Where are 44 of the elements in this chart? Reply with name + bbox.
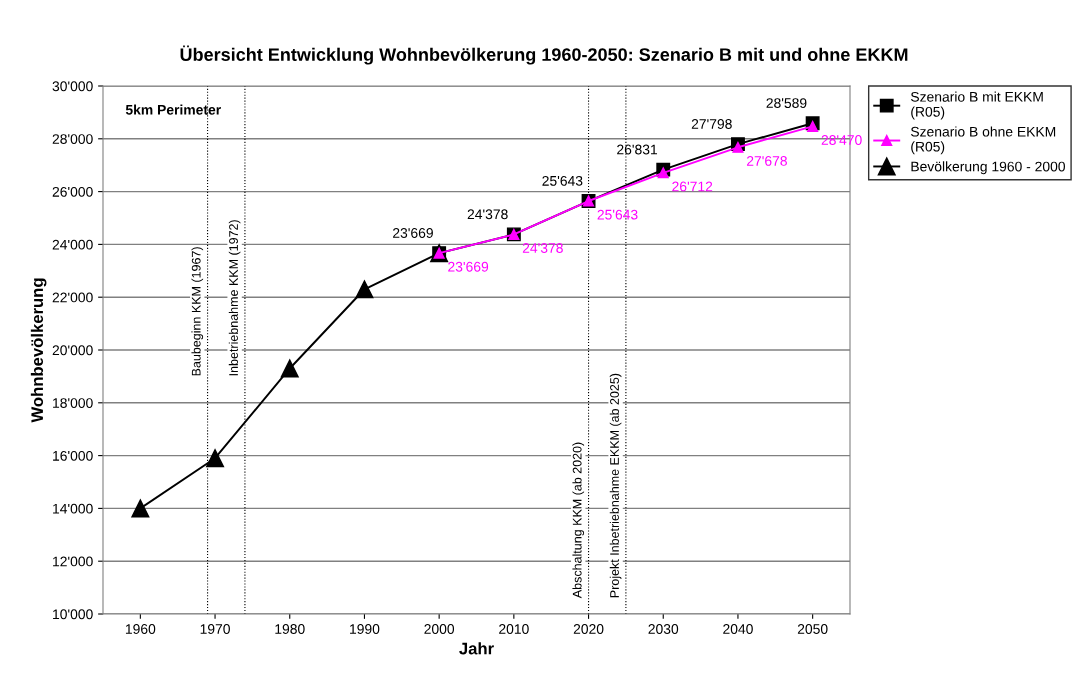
ref-line-label: Inbetriebnahme KKM (1972) [228,220,241,376]
x-tick-label: 2050 [797,624,828,634]
y-tick-label: 12'000 [53,556,93,567]
x-tick-label: 2040 [723,624,753,634]
y-tick-label: 20'000 [52,345,93,356]
data-label: 26'712 [672,181,713,192]
x-tick-label: 2030 [648,624,679,634]
y-tick-label: 18'000 [53,398,93,408]
y-tick-label: 24'000 [52,239,93,250]
data-label: 27'798 [691,119,732,129]
legend-label: Bevölkerung 1960 - 2000 [911,161,1065,175]
ref-line-label: Baubeginn KKM (1967) [191,247,204,376]
y-tick-label: 14'000 [53,503,93,514]
x-tick-label: 2000 [424,624,455,634]
legend-label: Szenario B mit EKKM (R05) [910,91,1043,120]
data-label: 27'678 [746,156,787,166]
data-label: 24'378 [467,209,508,220]
annotation: 5km Perimeter [125,104,221,115]
y-tick-label: 28'000 [52,134,93,144]
y-tick-label: 30'000 [52,81,93,92]
x-tick-label: 1990 [350,624,380,634]
x-tick-label: 1970 [200,624,230,634]
y-tick-label: 10'000 [53,609,93,620]
data-label: 26'831 [617,144,658,155]
data-label: 23'669 [448,261,489,272]
data-label: 25'643 [542,175,583,186]
data-label: 28'470 [821,135,862,145]
data-label: 28'589 [766,98,807,109]
y-axis-title: Wohnbevölkerung [30,278,47,423]
ref-line-label: Projekt Inbetriebnahme EKKM (ab 2025) [609,373,622,598]
ref-line-label: Abschaltung KKM (ab 2020) [572,442,585,599]
y-tick-label: 16'000 [53,450,93,461]
data-label: 25'643 [597,209,638,220]
data-label: 23'669 [393,228,433,238]
x-tick-label: 1980 [275,624,305,634]
y-tick-label: 22'000 [52,292,93,303]
chart-title: Übersicht Entwicklung Wohnbevölkerung 1960-2050: Szenario B mit und ohne EKKM [180,45,908,65]
y-tick-label: 26'000 [52,186,93,197]
x-axis-title: Jahr [459,642,494,655]
data-label: 24'378 [522,243,563,253]
x-tick-label: 2020 [573,624,604,634]
x-tick-label: 1960 [125,624,156,634]
legend-label: Szenario B ohne EKKM (R05) [910,126,1056,155]
x-tick-label: 2010 [499,624,529,634]
